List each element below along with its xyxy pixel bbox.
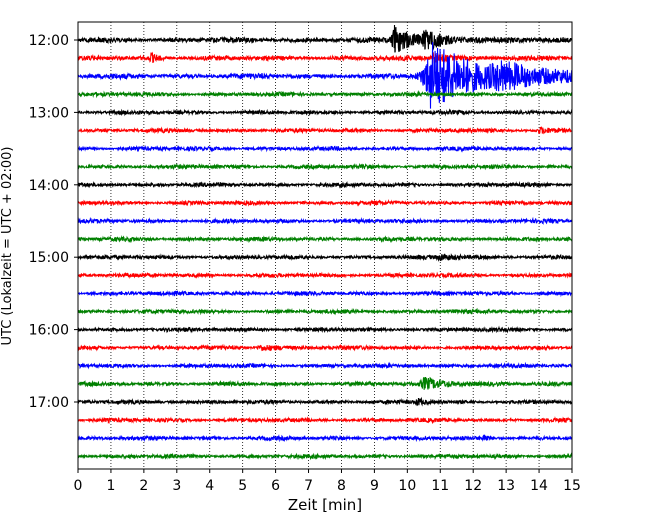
trace-1200 bbox=[78, 24, 572, 53]
trace-1615 bbox=[78, 343, 572, 352]
trace-1545 bbox=[78, 307, 572, 316]
trace-1500 bbox=[78, 253, 572, 262]
x-tick-label: 4 bbox=[205, 478, 214, 494]
y-tick-label: 13:00 bbox=[29, 105, 69, 121]
x-tick-label: 10 bbox=[398, 478, 416, 494]
x-tick-label: 5 bbox=[238, 478, 247, 494]
y-tick-label: 15:00 bbox=[29, 250, 69, 266]
trace-1600 bbox=[78, 325, 572, 334]
x-gridlines bbox=[110, 22, 540, 469]
plot-area-frame bbox=[77, 21, 573, 470]
trace-1745 bbox=[78, 452, 572, 461]
trace-1645 bbox=[78, 376, 572, 390]
x-tick-label: 12 bbox=[464, 478, 482, 494]
x-tick-label: 1 bbox=[106, 478, 115, 494]
x-tick-label: 9 bbox=[370, 478, 379, 494]
x-tick-label: 13 bbox=[497, 478, 515, 494]
trace-1730 bbox=[78, 434, 572, 443]
trace-1330 bbox=[78, 144, 572, 153]
x-axis-label: Zeit [min] bbox=[288, 496, 362, 514]
x-tick-label: 14 bbox=[530, 478, 548, 494]
x-tick-label: 8 bbox=[337, 478, 346, 494]
trace-1715 bbox=[78, 416, 572, 425]
x-tick-label: 0 bbox=[74, 478, 83, 494]
trace-1300 bbox=[78, 108, 572, 117]
seismogram-traces bbox=[78, 24, 572, 461]
y-tick-label: 16:00 bbox=[29, 323, 69, 339]
x-tick-label: 2 bbox=[139, 478, 148, 494]
trace-1245 bbox=[78, 90, 572, 99]
trace-1400 bbox=[78, 180, 572, 189]
trace-1430 bbox=[78, 216, 572, 225]
trace-1700 bbox=[78, 396, 572, 407]
y-axis: 12:00 13:00 14:00 15:00 16:00 17:00 bbox=[29, 33, 78, 411]
x-tick-label: 11 bbox=[431, 478, 449, 494]
trace-1345 bbox=[78, 162, 572, 171]
x-tick-label: 3 bbox=[172, 478, 181, 494]
trace-1515 bbox=[78, 271, 572, 280]
trace-1530 bbox=[78, 289, 572, 298]
trace-1630 bbox=[78, 361, 572, 370]
x-tick-label: 6 bbox=[271, 478, 280, 494]
trace-1315 bbox=[78, 126, 572, 135]
x-tick-label: 15 bbox=[563, 478, 581, 494]
trace-1445 bbox=[78, 235, 572, 244]
y-tick-label: 14:00 bbox=[29, 178, 69, 194]
x-tick-label: 7 bbox=[304, 478, 313, 494]
trace-1215 bbox=[78, 51, 572, 64]
trace-1415 bbox=[78, 198, 572, 207]
y-axis-label: UTC (Lokalzeit = UTC + 02:00) bbox=[0, 147, 15, 346]
x-axis: 0 1 2 3 4 5 6 7 8 9 10 11 12 13 14 15 bbox=[74, 469, 581, 494]
y-tick-label: 12:00 bbox=[29, 33, 69, 49]
y-tick-label: 17:00 bbox=[29, 395, 69, 411]
trace-1230 bbox=[78, 42, 572, 109]
